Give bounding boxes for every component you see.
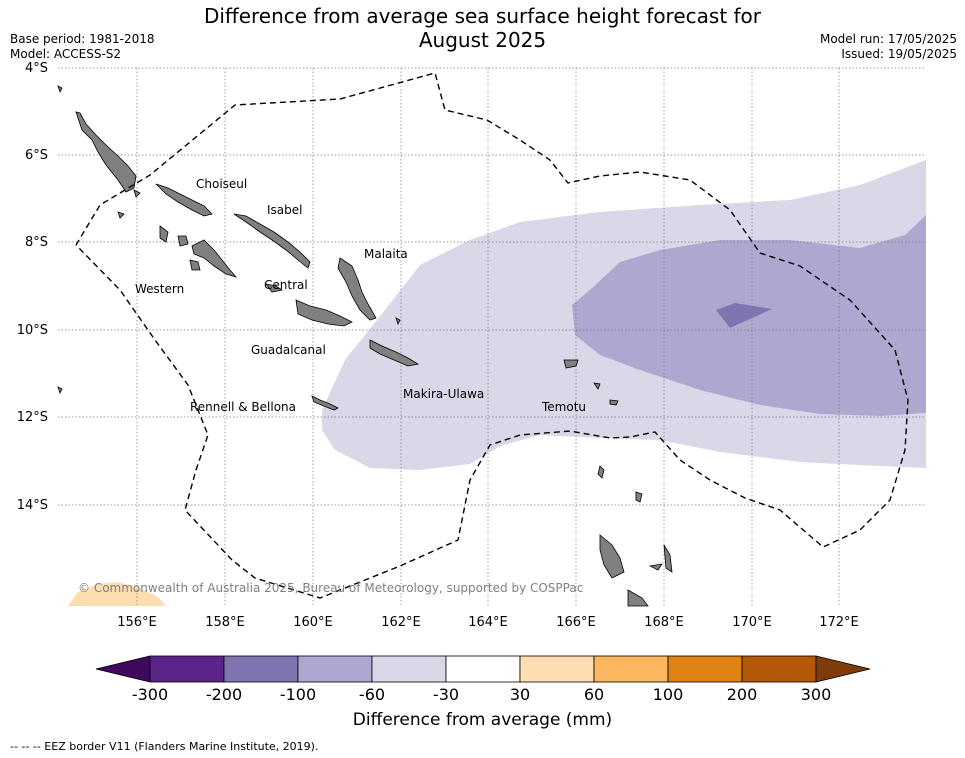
island-torres [597, 465, 605, 479]
province-label-central: Central [264, 278, 308, 292]
eez-footnote: -- -- -- EEZ border V11 (Flanders Marine… [10, 740, 319, 753]
island-malaita [337, 257, 377, 321]
colorbar-tick-9: 200 [726, 685, 758, 704]
lat-label-8s: 8°S [24, 235, 48, 250]
colorbar-tick-10: 300 [800, 685, 832, 704]
island-small-1 [57, 85, 63, 94]
colorbar-tick-1: -300 [131, 685, 169, 704]
lon-label-164e: 164°E [468, 615, 508, 630]
colorbar-tick-3: -100 [279, 685, 317, 704]
island-bougainville [75, 111, 137, 193]
island-vanikoro [609, 399, 619, 406]
base-period: Base period: 1981-2018 [10, 32, 155, 46]
province-label-guadalcanal: Guadalcanal [251, 343, 326, 357]
island-vella-lavella [159, 225, 169, 243]
province-label-western: Western [135, 282, 185, 296]
lon-label-170e: 170°E [732, 615, 772, 630]
lon-label-172e: 172°E [819, 615, 859, 630]
island-new-georgia [191, 239, 238, 278]
meta-left: Base period: 1981-2018 Model: ACCESS-S2 [10, 32, 155, 62]
colorbar-tick-7: 60 [583, 685, 605, 704]
island-banks [635, 491, 643, 503]
island-santa-cruz [563, 359, 579, 369]
eez-border [75, 72, 909, 599]
lon-label-166e: 166°E [556, 615, 596, 630]
island-ranongga [177, 235, 189, 247]
island-small-4 [133, 189, 141, 198]
island-isabel [233, 213, 311, 269]
title-line-1: Difference from average sea surface heig… [203, 4, 762, 28]
lat-label-14s: 14°S [16, 498, 48, 513]
island-rendova [189, 259, 201, 271]
chart-title: Difference from average sea surface heig… [0, 4, 965, 52]
islands [57, 85, 673, 607]
issued-date: Issued: 19/05/2025 [841, 47, 957, 61]
province-label-rennell-bellona: Rennell & Bellona [190, 400, 297, 414]
lat-label-4s: 4°S [24, 61, 48, 76]
island-small-2 [57, 386, 63, 395]
province-label-makira-ulawa: Makira-Ulawa [403, 387, 485, 401]
island-makira [369, 339, 420, 367]
meta-right: Model run: 17/05/2025 Issued: 19/05/2025 [820, 32, 957, 62]
island-choiseul [155, 183, 213, 217]
island-maewo [663, 544, 673, 573]
gridlines [58, 67, 926, 606]
island-ambae [648, 563, 663, 571]
island-small-5 [395, 317, 401, 326]
province-label-temotu: Temotu [542, 400, 587, 414]
copyright-notice: © Commonwealth of Australia 2025, Bureau… [78, 581, 584, 595]
lat-label-12s: 12°S [16, 410, 48, 425]
island-rennell [311, 395, 339, 411]
island-florida [265, 283, 284, 293]
island-guadalcanal [295, 299, 353, 327]
island-malakula [627, 589, 649, 607]
anomaly-region-dark [716, 303, 772, 328]
lon-label-168e: 168°E [644, 615, 684, 630]
model-run: Model run: 17/05/2025 [819, 32, 957, 46]
colorbar-tick-5: -30 [432, 685, 460, 704]
anomaly-region-positive [68, 582, 166, 606]
lon-label-158e: 158°E [205, 615, 245, 630]
colorbar-tick-8: 100 [652, 685, 684, 704]
title-line-2: August 2025 [418, 28, 547, 52]
colorbar-tick-4: -60 [358, 685, 386, 704]
province-label-isabel: Isabel [267, 203, 303, 217]
island-small-3 [117, 211, 125, 219]
colorbar-tick-6: 30 [509, 685, 531, 704]
model-name: Model: ACCESS-S2 [10, 47, 122, 61]
lon-label-160e: 160°E [293, 615, 333, 630]
colorbar-tick-2: -200 [205, 685, 243, 704]
province-label-malaita: Malaita [364, 247, 408, 261]
lat-label-10s: 10°S [16, 323, 48, 338]
lat-label-6s: 6°S [24, 148, 48, 163]
lon-label-156e: 156°E [117, 615, 157, 630]
colorbar-title: Difference from average (mm) [352, 710, 613, 730]
province-label-choiseul: Choiseul [196, 177, 248, 191]
island-espiritu-santo [599, 534, 625, 579]
lon-label-162e: 162°E [381, 615, 421, 630]
island-utupua [593, 382, 601, 390]
